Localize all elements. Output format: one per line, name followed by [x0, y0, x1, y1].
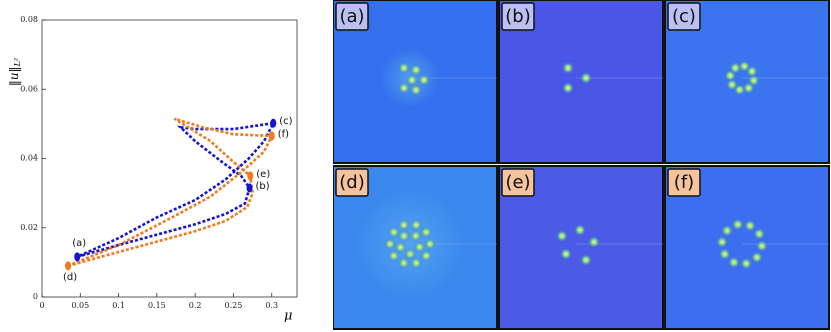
- soliton-spot: [410, 84, 422, 96]
- y-tick-label: 0: [33, 292, 38, 301]
- soliton-spot: [404, 247, 417, 260]
- soliton-spot: [750, 251, 763, 264]
- panel-tag: [501, 2, 535, 31]
- soliton-spot: [398, 82, 410, 94]
- point-label: (f): [278, 129, 289, 140]
- soliton-spot: [410, 218, 423, 231]
- point: [268, 131, 275, 141]
- soliton-spot: [424, 238, 436, 250]
- soliton-spot: [744, 219, 757, 232]
- soliton-spot: [413, 240, 426, 253]
- soliton-spot: [742, 82, 755, 95]
- soliton-spot: [394, 241, 407, 254]
- soliton-spot: [580, 254, 592, 266]
- panel: (c): [664, 0, 830, 164]
- panel-label: (d): [339, 172, 364, 193]
- panel-label: (f): [674, 172, 694, 193]
- y-tick-label: 0.06: [20, 84, 38, 93]
- panel: (d): [333, 165, 498, 330]
- y-tick-label: 0.08: [20, 15, 38, 24]
- soliton-spot: [725, 78, 738, 91]
- point-label: (c): [279, 116, 292, 127]
- soliton-spot: [727, 256, 740, 269]
- panel-tag: [667, 168, 701, 197]
- soliton-spot: [406, 74, 418, 86]
- panel: (e): [498, 165, 664, 330]
- curve: [67, 117, 274, 268]
- x-tick-label: 0.15: [148, 301, 166, 310]
- soliton-spot: [716, 236, 729, 249]
- point: [270, 118, 277, 128]
- panel-tag: [667, 2, 701, 31]
- point: [246, 183, 253, 193]
- soliton-spot: [562, 62, 574, 74]
- soliton-spot: [718, 248, 731, 261]
- soliton-spot: [556, 230, 568, 242]
- soliton-spot: [755, 239, 768, 252]
- soliton-spot: [398, 62, 410, 74]
- soliton-spot: [729, 61, 742, 74]
- x-axis-label: μ: [284, 309, 292, 324]
- point: [247, 171, 254, 181]
- point-label: (d): [63, 272, 77, 283]
- soliton-spot: [409, 229, 422, 242]
- panel-label: (c): [672, 6, 696, 27]
- curve: [76, 121, 276, 259]
- point: [74, 252, 81, 262]
- chart: ‖u‖L² μ 0 0.05 0.1 0.15 0.2 0.25 0.3 0 0.02 0.04 0…: [7, 15, 298, 324]
- soliton-spot: [397, 257, 410, 270]
- panel: (b): [498, 0, 664, 164]
- x-tick-label: 0.25: [225, 301, 243, 310]
- soliton-spot: [588, 236, 600, 248]
- x-tick-label: 0.1: [112, 301, 125, 310]
- soliton-spot: [580, 72, 592, 84]
- panel-label: (e): [505, 172, 530, 193]
- panel-tag: [335, 2, 369, 31]
- soliton-spot: [387, 249, 400, 262]
- soliton-spot: [562, 82, 574, 94]
- soliton-spot: [387, 226, 400, 239]
- y-tick-label: 0.02: [20, 223, 38, 232]
- x-tick-label: 0.2: [189, 301, 202, 310]
- point-label: (e): [256, 169, 270, 180]
- soliton-spot: [574, 224, 586, 236]
- soliton-spot: [420, 249, 433, 262]
- soliton-spot: [560, 248, 572, 260]
- soliton-spot: [740, 257, 753, 270]
- soliton-spot: [731, 218, 744, 231]
- panel-label: (a): [339, 6, 364, 27]
- panel-label: (b): [505, 6, 530, 27]
- panel-grid: (a) (b) (c) (d) (e) (f): [333, 0, 830, 330]
- point-label: (a): [72, 238, 86, 249]
- soliton-spot: [753, 227, 766, 240]
- point-label: (b): [256, 181, 270, 192]
- x-tick-label: 0: [39, 301, 44, 310]
- soliton-spot: [410, 257, 423, 270]
- x-tick-label: 0.05: [71, 301, 89, 310]
- y-tick-label: 0.04: [20, 154, 38, 163]
- soliton-spot: [397, 218, 410, 231]
- soliton-spot: [398, 229, 411, 242]
- panel: (f): [664, 165, 830, 330]
- soliton-spot: [418, 74, 430, 86]
- soliton-spot: [410, 64, 422, 76]
- x-tick-label: 0.3: [265, 301, 278, 310]
- soliton-spot: [746, 65, 759, 78]
- soliton-spot: [721, 224, 734, 237]
- soliton-spot: [420, 226, 433, 239]
- y-axis-label: ‖u‖L²: [7, 58, 23, 86]
- point: [65, 261, 72, 271]
- soliton-spot: [384, 238, 396, 250]
- panel: (a): [333, 0, 498, 164]
- halo: [355, 189, 465, 299]
- panel-tag: [335, 168, 369, 197]
- panel-tag: [501, 168, 535, 197]
